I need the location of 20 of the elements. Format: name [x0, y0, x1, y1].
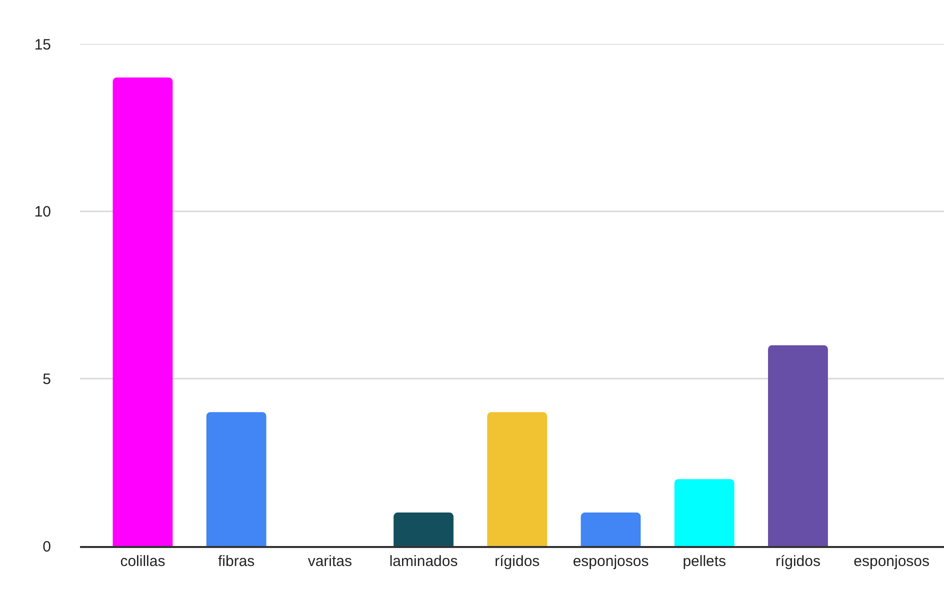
bar [206, 412, 266, 546]
bar [394, 512, 454, 546]
x-tick-label: rígidos [775, 552, 820, 570]
y-tick-label: 5 [42, 370, 51, 388]
x-tick-label: colillas [120, 552, 166, 570]
x-tick-label: esponjosos [854, 552, 930, 570]
x-tick-label: esponjosos [572, 552, 649, 570]
bar [112, 77, 173, 546]
x-tick-label: varitas [308, 552, 352, 570]
bar [487, 412, 548, 546]
bar [674, 479, 734, 546]
x-tick-label: rígidos [494, 552, 540, 570]
bar [768, 345, 828, 546]
y-tick-label: 10 [34, 204, 51, 221]
y-tick-label: 0 [42, 538, 51, 556]
x-tick-label: pellets [682, 552, 726, 570]
y-tick-label: 15 [34, 36, 51, 54]
x-tick-label: fibras [218, 552, 255, 570]
x-tick-label: laminados [389, 552, 458, 570]
bar [580, 512, 641, 546]
